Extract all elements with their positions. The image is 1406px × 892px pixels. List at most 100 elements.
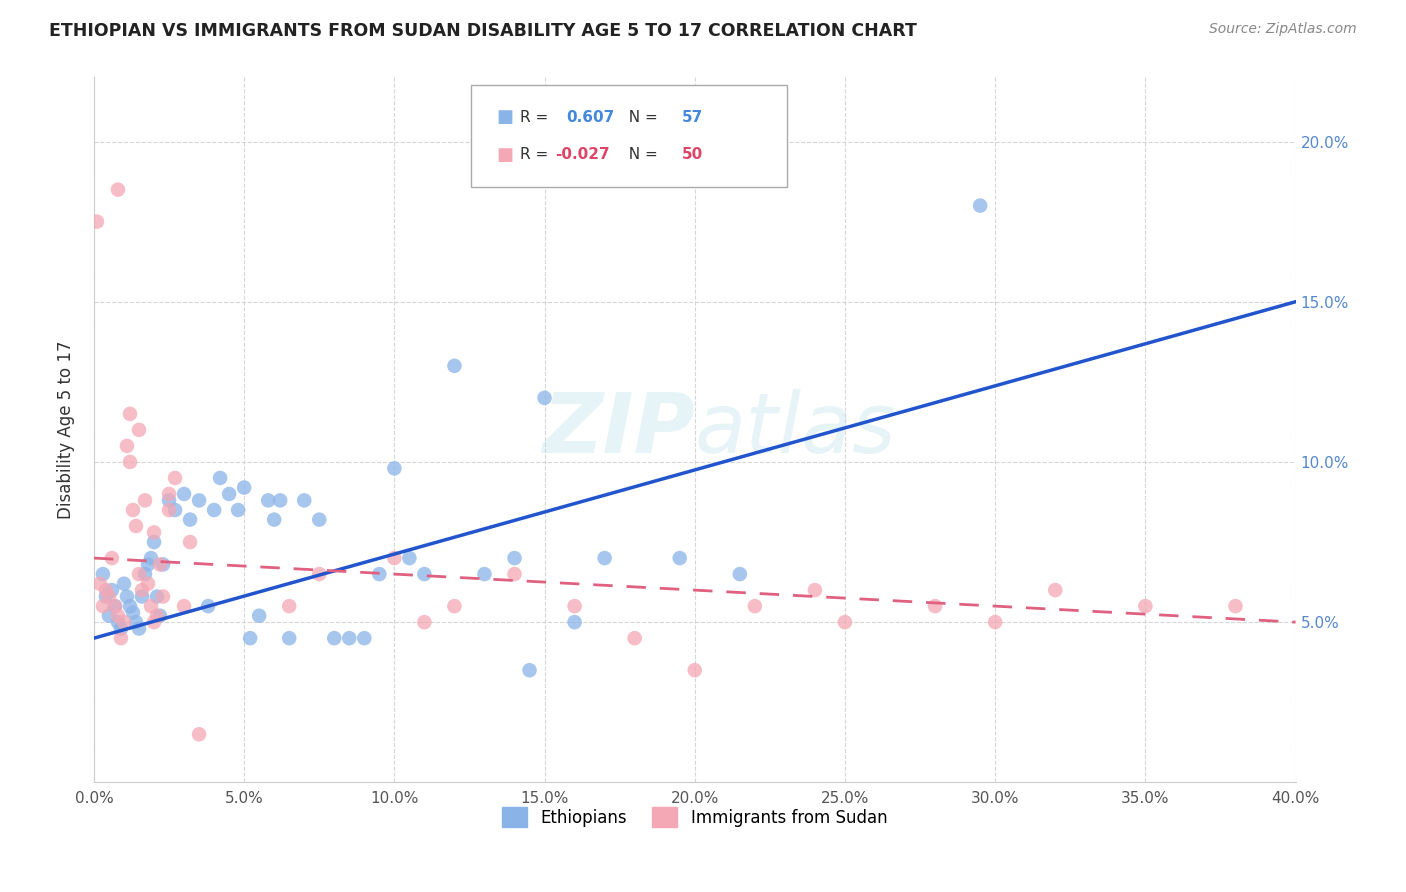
Point: [91, 599, 114, 614]
Point: [101, 583, 124, 598]
Text: 57: 57: [682, 110, 703, 125]
Point: [146, 590, 169, 604]
Point: [128, 423, 150, 437]
Point: [107, 615, 129, 629]
Point: [152, 558, 174, 572]
Text: ■: ■: [496, 109, 513, 127]
Point: [398, 551, 420, 566]
Point: [519, 663, 541, 677]
Point: [143, 525, 166, 540]
Point: [308, 567, 330, 582]
Point: [443, 599, 465, 614]
Point: [91, 567, 114, 582]
Point: [292, 493, 315, 508]
Point: [197, 599, 219, 614]
Point: [146, 608, 169, 623]
Point: [1135, 599, 1157, 614]
Text: Source: ZipAtlas.com: Source: ZipAtlas.com: [1209, 22, 1357, 37]
Point: [125, 519, 148, 533]
Point: [128, 622, 150, 636]
Point: [107, 608, 129, 623]
Point: [503, 551, 526, 566]
Text: R =: R =: [520, 110, 554, 125]
Point: [110, 622, 132, 636]
Point: [239, 631, 262, 645]
Point: [683, 663, 706, 677]
Point: [163, 471, 186, 485]
Point: [188, 493, 211, 508]
Point: [112, 576, 135, 591]
Point: [107, 183, 129, 197]
Point: [157, 503, 180, 517]
Point: [413, 567, 436, 582]
Text: ETHIOPIAN VS IMMIGRANTS FROM SUDAN DISABILITY AGE 5 TO 17 CORRELATION CHART: ETHIOPIAN VS IMMIGRANTS FROM SUDAN DISAB…: [49, 22, 917, 40]
Point: [263, 513, 285, 527]
Point: [139, 551, 162, 566]
Point: [209, 471, 232, 485]
Text: ■: ■: [496, 145, 513, 163]
Point: [226, 503, 249, 517]
Point: [104, 599, 127, 614]
Point: [136, 576, 159, 591]
Point: [984, 615, 1007, 629]
Point: [247, 608, 270, 623]
Text: N =: N =: [619, 147, 662, 162]
Point: [668, 551, 690, 566]
Text: N =: N =: [619, 110, 662, 125]
Text: 0.607: 0.607: [567, 110, 614, 125]
Point: [179, 535, 201, 549]
Point: [104, 599, 127, 614]
Point: [157, 493, 180, 508]
Point: [413, 615, 436, 629]
Point: [134, 493, 156, 508]
Point: [218, 487, 240, 501]
Point: [110, 631, 132, 645]
Point: [233, 481, 256, 495]
Point: [118, 599, 141, 614]
Point: [89, 576, 111, 591]
Point: [179, 513, 201, 527]
Point: [323, 631, 346, 645]
Point: [353, 631, 375, 645]
Point: [131, 590, 153, 604]
Point: [115, 439, 138, 453]
Point: [143, 535, 166, 549]
Point: [101, 551, 124, 566]
Point: [131, 583, 153, 598]
Y-axis label: Disability Age 5 to 17: Disability Age 5 to 17: [58, 341, 75, 519]
Point: [202, 503, 225, 517]
Point: [188, 727, 211, 741]
Point: [94, 583, 117, 598]
Legend: Ethiopians, Immigrants from Sudan: Ethiopians, Immigrants from Sudan: [496, 800, 894, 834]
Point: [564, 615, 586, 629]
Point: [804, 583, 827, 598]
Point: [149, 608, 172, 623]
Point: [564, 599, 586, 614]
Point: [623, 631, 645, 645]
Point: [533, 391, 555, 405]
Point: [134, 567, 156, 582]
Point: [474, 567, 496, 582]
Point: [173, 599, 195, 614]
Point: [382, 461, 405, 475]
Point: [969, 198, 991, 212]
Point: [278, 599, 301, 614]
Text: 50: 50: [682, 147, 703, 162]
Point: [173, 487, 195, 501]
Text: -0.027: -0.027: [555, 147, 610, 162]
Point: [118, 455, 141, 469]
Point: [94, 590, 117, 604]
Point: [1045, 583, 1067, 598]
Text: ZIP: ZIP: [543, 390, 695, 470]
Point: [278, 631, 301, 645]
Point: [382, 551, 405, 566]
Point: [1225, 599, 1247, 614]
Point: [97, 590, 120, 604]
Text: R =: R =: [520, 147, 554, 162]
Point: [257, 493, 280, 508]
Point: [149, 558, 172, 572]
Point: [139, 599, 162, 614]
Point: [337, 631, 360, 645]
Point: [122, 503, 145, 517]
Point: [97, 608, 120, 623]
